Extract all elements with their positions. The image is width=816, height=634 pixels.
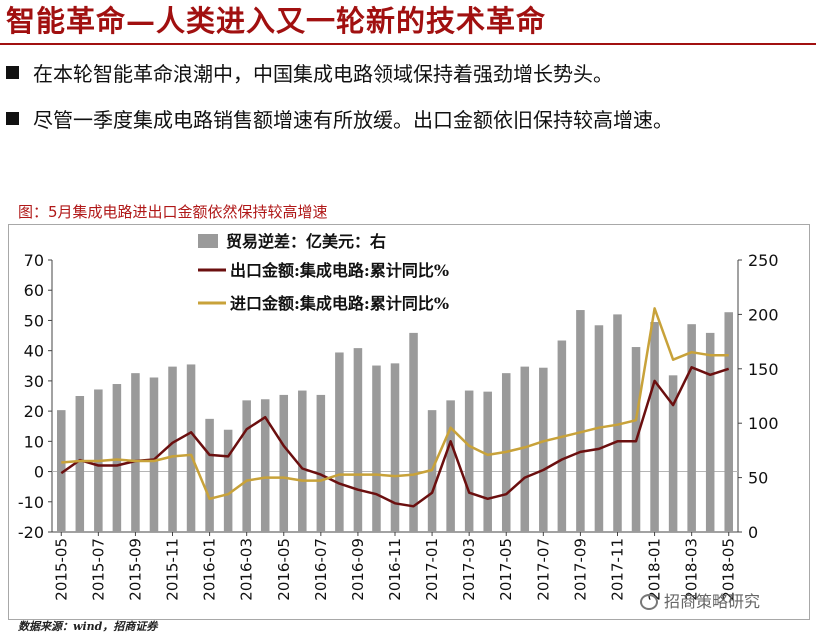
- x-tick-label: 2018-01: [646, 538, 664, 601]
- x-tick-label: 2016-09: [349, 538, 367, 601]
- trade-deficit-bar: [57, 410, 66, 532]
- trade-deficit-bar: [464, 390, 474, 532]
- x-tick-label: 2015-09: [126, 538, 144, 601]
- trade-deficit-bar: [260, 399, 270, 532]
- trade-deficit-bar: [75, 396, 85, 532]
- trade-deficit-bar: [724, 312, 733, 532]
- x-tick-label: 2015-07: [89, 538, 107, 601]
- left-tick-label: 10: [24, 432, 44, 451]
- trade-deficit-bar: [520, 366, 530, 532]
- x-tick-label: 2017-01: [423, 538, 441, 601]
- x-tick-label: 2016-11: [386, 538, 404, 601]
- trade-deficit-bar: [242, 400, 251, 532]
- trade-deficit-bar: [390, 363, 400, 532]
- left-tick-label: -10: [18, 493, 44, 512]
- left-tick-label: -20: [18, 523, 44, 542]
- trade-deficit-bar: [131, 373, 140, 532]
- x-tick-label: 2016-05: [275, 538, 293, 601]
- trade-deficit-bar: [168, 366, 177, 532]
- left-tick-label: 40: [24, 342, 44, 361]
- left-tick-label: 70: [24, 251, 44, 270]
- x-tick-label: 2018-05: [720, 538, 738, 601]
- trade-deficit-bar: [668, 375, 678, 532]
- legend-swatch-bar: [198, 234, 218, 248]
- trade-deficit-bar: [409, 332, 418, 532]
- trade-deficit-bar: [279, 394, 289, 532]
- left-tick-label: 0: [34, 463, 44, 482]
- legend-label-export: 出口金额:集成电路:累计同比%: [230, 261, 449, 280]
- export-growth-line: [60, 366, 730, 508]
- trade-deficit-bar: [576, 310, 585, 532]
- trade-deficit-bar: [186, 364, 196, 532]
- trade-deficit-bar: [205, 418, 214, 532]
- right-tick-label: 250: [748, 251, 779, 270]
- left-tick-label: 30: [24, 372, 44, 391]
- bullet-item: 在本轮智能革命浪潮中，中国集成电路领域保持着强劲增长势头。: [6, 60, 613, 88]
- watermark-text: 招商策略研究: [664, 592, 761, 611]
- bullet-item: 尽管一季度集成电路销售额增速有所放缓。出口金额依旧保持较高增速。: [6, 106, 673, 134]
- trade-deficit-bar: [353, 348, 363, 532]
- trade-deficit-bar: [705, 332, 715, 532]
- trade-deficit-bar: [446, 400, 455, 532]
- left-tick-label: 60: [24, 281, 44, 300]
- legend-label-bar: 贸易逆差：亿美元：右: [226, 232, 386, 251]
- legend-label-import: 进口金额:集成电路:累计同比%: [230, 294, 449, 313]
- x-tick-label: 2017-05: [497, 538, 515, 601]
- chart-caption: 图：5月集成电路进出口金额依然保持较高增速: [18, 203, 328, 221]
- right-tick-label: 0: [748, 523, 758, 542]
- bullet-text: 尽管一季度集成电路销售额增速有所放缓。出口金额依旧保持较高增速。: [33, 108, 673, 132]
- trade-deficit-bar: [687, 324, 696, 532]
- right-tick-label: 100: [748, 414, 779, 433]
- import-growth-line: [61, 307, 729, 501]
- bullet-text: 在本轮智能革命浪潮中，中国集成电路领域保持着强劲增长势头。: [33, 62, 613, 86]
- watermark: 招商策略研究: [640, 588, 760, 612]
- right-tick-label: 50: [748, 469, 768, 488]
- trade-deficit-bar: [335, 352, 344, 532]
- x-tick-label: 2016-01: [201, 538, 219, 601]
- square-bullet-icon: [6, 112, 19, 125]
- x-tick-label: 2017-07: [534, 538, 552, 601]
- chart-frame: [8, 224, 810, 620]
- x-tick-label: 2018-03: [683, 538, 701, 601]
- title-divider: [0, 43, 816, 45]
- right-tick-label: 150: [748, 360, 779, 379]
- trade-deficit-bar: [112, 384, 122, 532]
- trade-deficit-bar: [223, 429, 233, 532]
- trade-deficit-bar: [650, 322, 659, 532]
- trade-deficit-bar: [298, 390, 307, 532]
- x-tick-label: 2017-03: [460, 538, 478, 601]
- x-tick-label: 2017-09: [571, 538, 589, 601]
- trade-deficit-bar: [613, 314, 622, 532]
- source-note: 数据来源：wind，招商证券: [18, 620, 158, 633]
- trade-deficit-bar: [483, 391, 492, 532]
- slide-title: 智能革命—人类进入又一轮新的技术革命: [6, 4, 547, 38]
- x-tick-label: 2015-05: [52, 538, 70, 601]
- trade-deficit-bar: [149, 377, 159, 532]
- trade-deficit-bar: [539, 367, 548, 532]
- x-tick-label: 2016-07: [312, 538, 330, 601]
- left-tick-label: 50: [24, 311, 44, 330]
- x-tick-label: 2016-03: [238, 538, 256, 601]
- right-tick-label: 200: [748, 305, 779, 324]
- left-tick-label: 20: [24, 402, 44, 421]
- square-bullet-icon: [6, 66, 19, 79]
- trade-deficit-bar: [316, 394, 326, 532]
- trade-deficit-bar: [372, 365, 381, 532]
- wechat-icon: [640, 594, 658, 610]
- x-tick-label: 2017-11: [608, 538, 626, 601]
- x-tick-label: 2015-11: [164, 538, 182, 601]
